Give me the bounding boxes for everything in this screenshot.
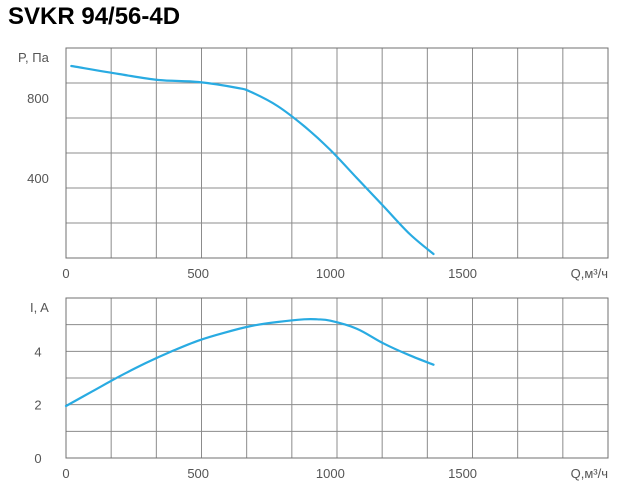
- series-line: [64, 317, 435, 408]
- x-axis-label: Q,м³/ч: [571, 266, 608, 281]
- y-tick-label: 0: [34, 451, 41, 466]
- plot-frame: [65, 297, 609, 459]
- y-tick-label: 400: [27, 171, 49, 186]
- series-line: [70, 64, 435, 256]
- y-tick-label: 2: [34, 398, 41, 413]
- x-tick-label: 500: [187, 466, 209, 481]
- x-axis-label: Q,м³/ч: [571, 466, 608, 481]
- x-tick-label: 500: [187, 266, 209, 281]
- y-tick-label: 800: [27, 91, 49, 106]
- x-tick-label: 1000: [316, 466, 345, 481]
- chart-1: 0 500 1000 1500 400 800 P, Па Q,м³/ч: [18, 47, 609, 281]
- y-axis-label: P, Па: [18, 50, 50, 65]
- y-axis-label: I, A: [30, 300, 49, 315]
- x-tick-label: 1500: [448, 266, 477, 281]
- chart-2: 0 500 1000 1500 0 2 4 I, A Q,м³/ч: [30, 297, 609, 481]
- x-tick-label: 0: [62, 266, 69, 281]
- x-tick-label: 0: [62, 466, 69, 481]
- plot-frame: [65, 47, 609, 259]
- chart-title: SVKR 94/56-4D: [8, 3, 181, 30]
- y-tick-label: 4: [34, 344, 41, 359]
- x-tick-label: 1500: [448, 466, 477, 481]
- x-tick-label: 1000: [316, 266, 345, 281]
